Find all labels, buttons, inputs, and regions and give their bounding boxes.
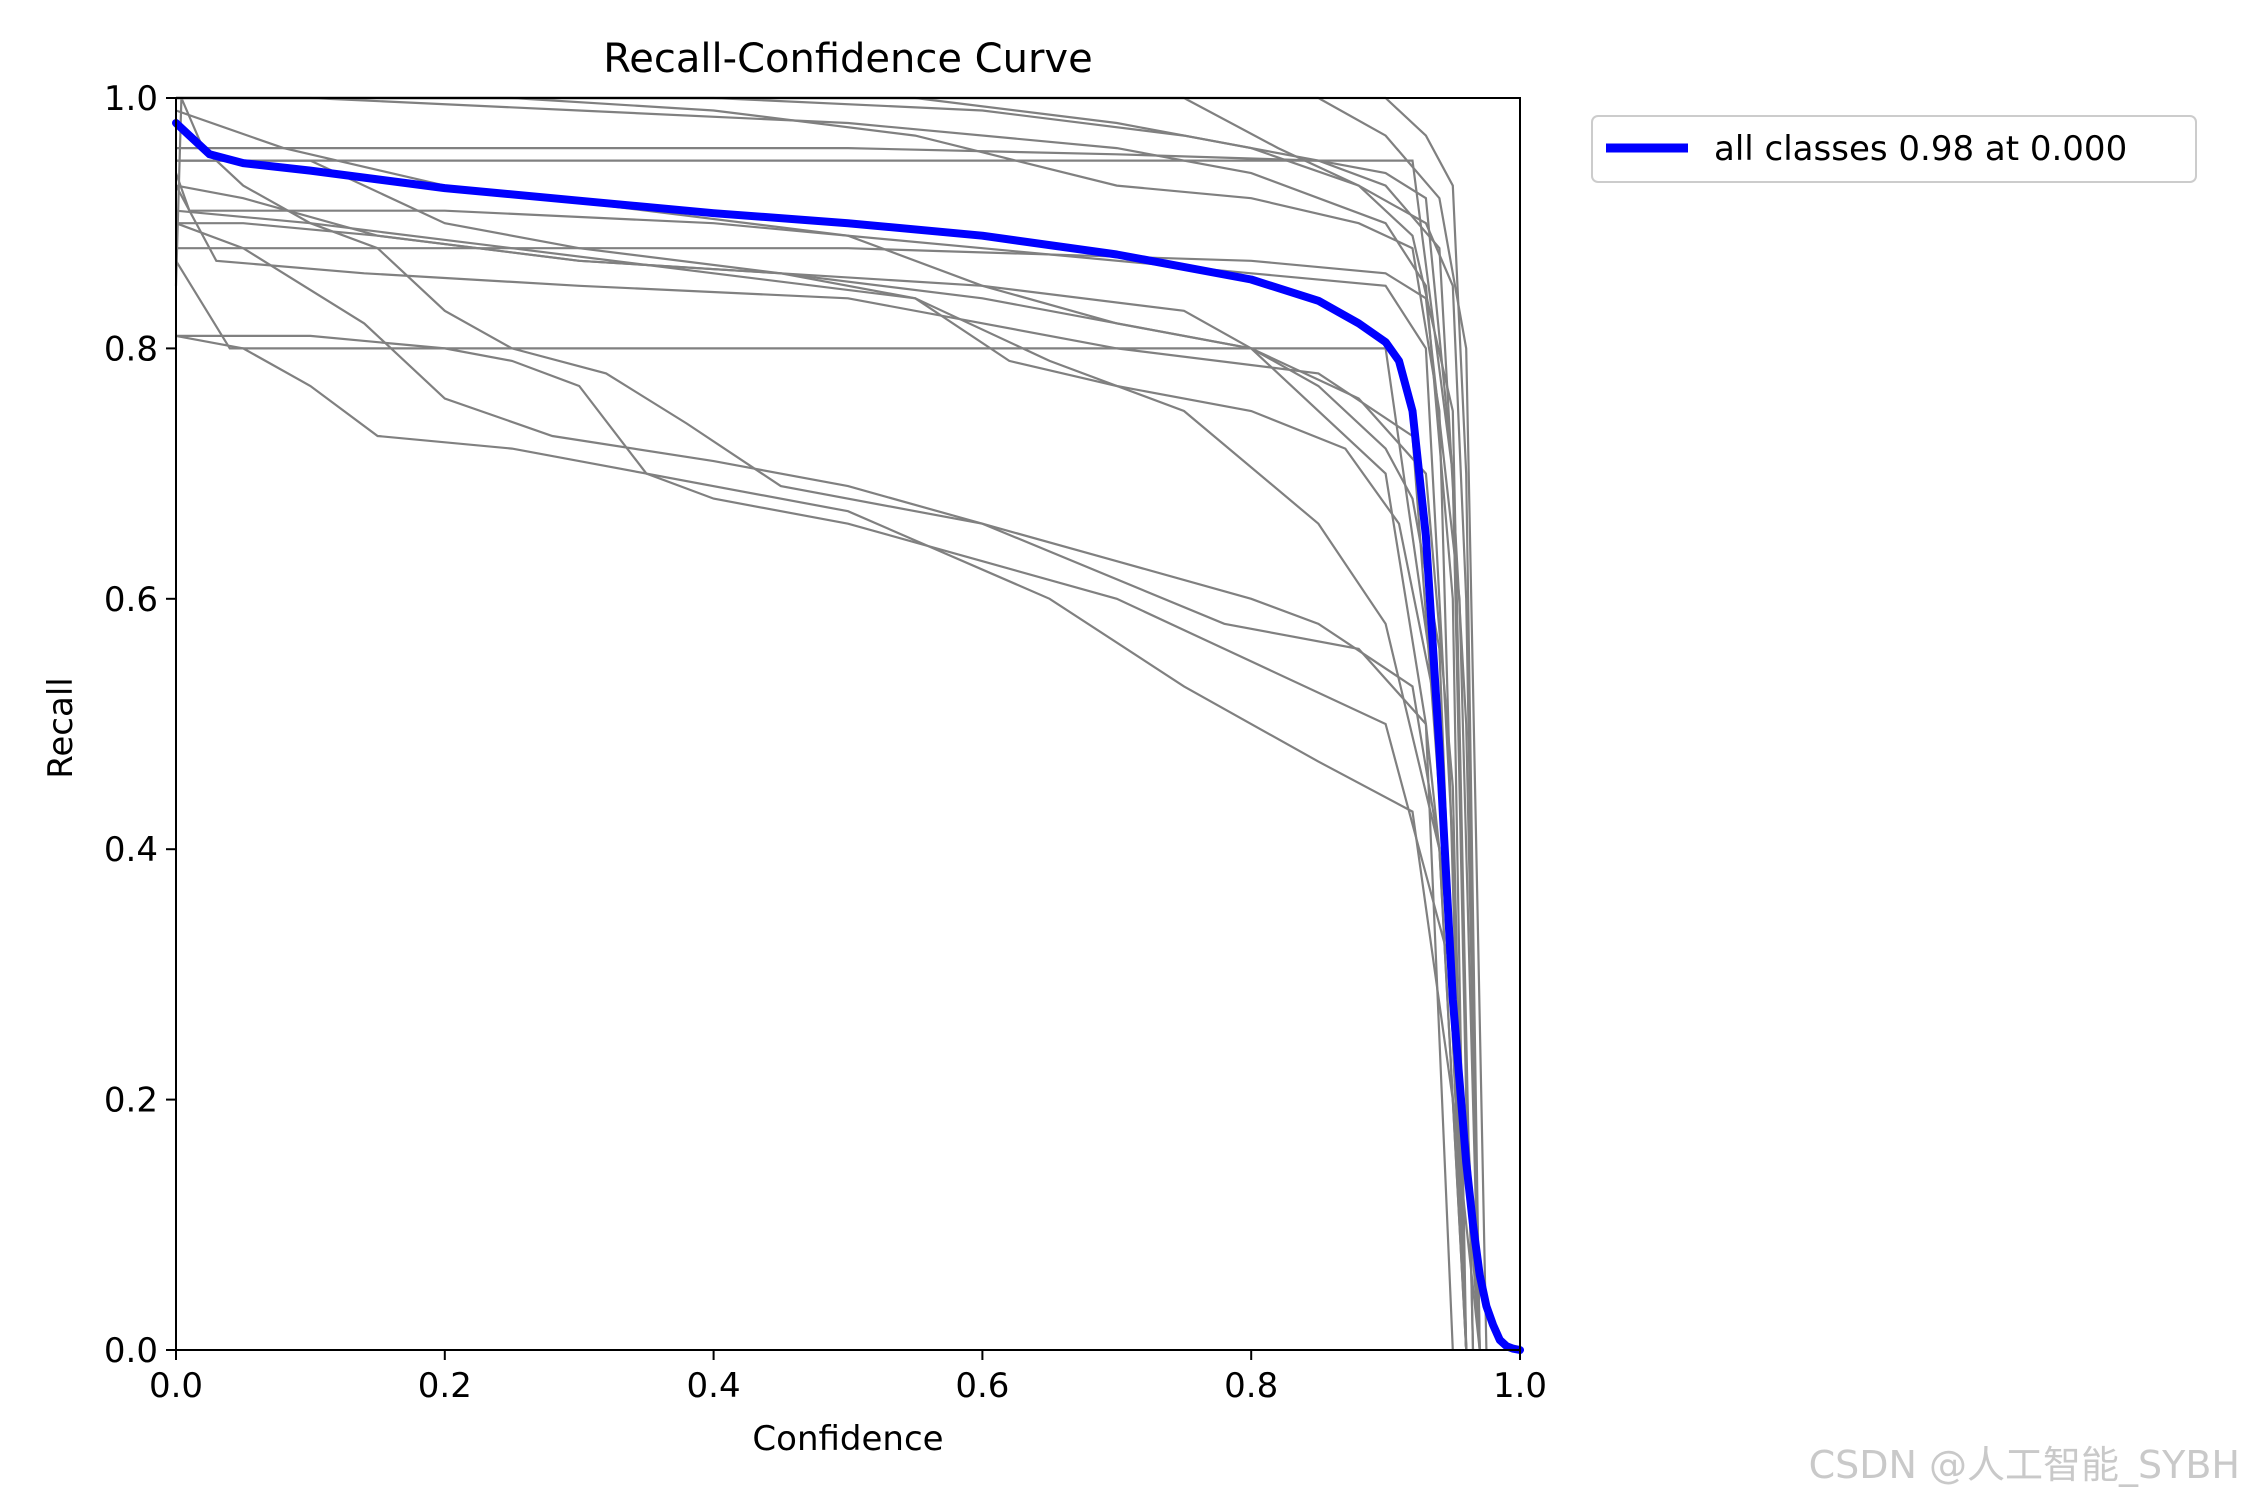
legend-box [1591, 115, 2197, 183]
y-tick-label: 0.8 [104, 329, 158, 369]
y-axis-label: Recall [41, 677, 81, 778]
y-tick-label: 1.0 [104, 79, 158, 119]
x-tick-label: 0.6 [955, 1366, 1009, 1406]
class-curve-21 [176, 222, 1454, 1351]
class-curve-16 [176, 96, 1481, 1351]
x-tick-label: 0.2 [418, 1366, 472, 1406]
x-axis-label: Confidence [752, 1419, 943, 1459]
x-axis-ticks: 0.0 0.2 0.4 0.6 0.8 1.0 [149, 1350, 1547, 1406]
class-curve-11 [176, 159, 1475, 1351]
class-curve-4 [175, 260, 1468, 1351]
x-tick-label: 0.0 [149, 1366, 203, 1406]
legend-label: all classes 0.98 at 0.000 [1714, 129, 2127, 169]
y-axis-ticks: 0.0 0.2 0.4 0.6 0.8 1.0 [104, 79, 176, 1371]
y-tick-label: 0.2 [104, 1081, 158, 1121]
y-tick-label: 0.0 [104, 1331, 158, 1371]
all-classes-curve [172, 119, 1524, 1354]
class-curve-5 [175, 334, 1481, 1351]
x-tick-label: 0.8 [1224, 1366, 1278, 1406]
y-tick-label: 0.6 [104, 580, 158, 620]
class-curve-6 [176, 334, 1481, 1351]
watermark-text: CSDN @人工智能_SYBH [1809, 1443, 2240, 1487]
class-curve-22 [176, 247, 1481, 1351]
chart-title: Recall-Confidence Curve [603, 36, 1092, 82]
x-tick-label: 0.4 [687, 1366, 741, 1406]
class-curve-10 [176, 159, 1468, 1351]
class-curve-20 [175, 209, 1468, 1351]
legend: all classes 0.98 at 0.000 [1591, 115, 2197, 183]
class-curve-2 [174, 172, 1468, 1351]
class-curve-15 [176, 96, 1475, 1351]
class-curve-19 [174, 97, 1468, 1351]
class-curve-9 [175, 109, 1468, 1351]
y-tick-label: 0.4 [104, 830, 158, 870]
class-curve-7 [175, 222, 1468, 1351]
plot-frame [175, 97, 1521, 1351]
class-curve-13 [176, 96, 1468, 1351]
class-curve-14 [176, 96, 1481, 1351]
class-curves [174, 96, 1488, 1351]
x-tick-label: 1.0 [1493, 1366, 1547, 1406]
main-curve-group [172, 119, 1524, 1354]
